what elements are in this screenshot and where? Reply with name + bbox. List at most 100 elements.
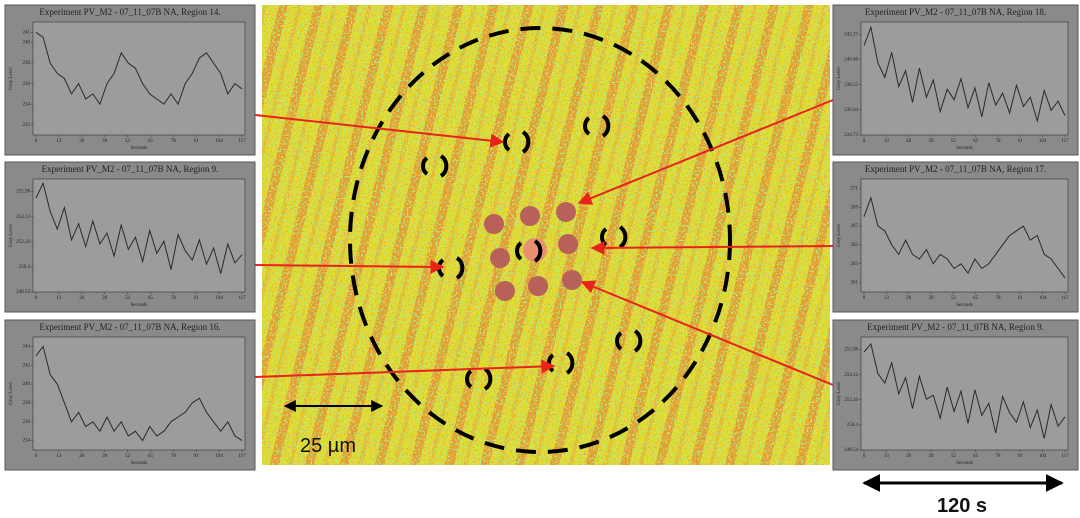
x-tick-label: 104 (215, 454, 223, 459)
x-axis-label: Seconds (131, 146, 148, 151)
y-tick-label: 271 (851, 187, 859, 192)
x-tick-label: 65 (148, 454, 154, 459)
time-label: 120 s (937, 495, 987, 517)
y-tick-label: 240 (23, 382, 31, 387)
y-tick-label: 236 (23, 82, 31, 87)
scale-label: 25 µm (300, 435, 356, 457)
x-tick-label: 104 (215, 139, 223, 144)
x-tick-label: 13 (884, 139, 890, 144)
x-tick-label: 117 (1061, 139, 1069, 144)
y-tick-label: 238 (23, 61, 31, 66)
x-tick-label: 13 (884, 296, 890, 301)
panel-title: Experiment PV_M2 - 07_11_07B NA, Region … (39, 7, 220, 17)
x-tick-label: 104 (215, 296, 223, 301)
y-tick-label: 250.4 (847, 423, 859, 428)
x-tick-label: 104 (1039, 139, 1047, 144)
y-tick-label: 269 (851, 205, 859, 210)
panel-title: Experiment PV_M2 - 07_11_07B NA, Region … (39, 322, 220, 332)
x-tick-label: 91 (194, 454, 200, 459)
y-tick-label: 248.54 (16, 290, 30, 295)
y-tick-label: 241 (23, 30, 31, 35)
y-tick-label: 252.26 (16, 240, 30, 245)
x-tick-label: 39 (929, 454, 935, 459)
line-chart-panel: Experiment PV_M2 - 07_11_07B NA, Region … (5, 320, 255, 470)
x-tick-label: 13 (56, 139, 62, 144)
x-axis-label: Seconds (956, 461, 973, 466)
x-tick-label: 65 (148, 139, 154, 144)
x-tick-label: 13 (884, 454, 890, 459)
x-tick-label: 26 (906, 454, 912, 459)
y-axis-label: Grey Level (9, 382, 14, 405)
y-tick-label: 254.12 (16, 215, 30, 220)
line-chart-panel: Experiment PV_M2 - 07_11_07B NA, Region … (833, 162, 1078, 312)
y-tick-label: 242.37 (844, 32, 858, 37)
y-tick-label: 244 (23, 345, 31, 350)
x-axis-label: Seconds (131, 303, 148, 308)
x-tick-label: 91 (194, 139, 200, 144)
y-tick-label: 267 (851, 224, 859, 229)
figure-canvas: 25 µm 120 s Experiment PV_M2 - 07_11_07B… (0, 0, 1080, 518)
x-tick-label: 26 (906, 296, 912, 301)
plot-area (861, 337, 1068, 450)
y-tick-label: 252.26 (844, 398, 858, 403)
x-tick-label: 78 (171, 454, 177, 459)
line-chart-panel: Experiment PV_M2 - 07_11_07B NA, Region … (5, 162, 255, 312)
x-tick-label: 78 (996, 454, 1002, 459)
y-tick-label: 240 (23, 41, 31, 46)
y-axis-label: Grey Level (837, 382, 842, 405)
x-tick-label: 78 (996, 296, 1002, 301)
plot-area (33, 179, 245, 292)
x-tick-label: 26 (79, 139, 85, 144)
micrograph: 25 µm (262, 5, 830, 465)
x-tick-label: 65 (973, 296, 979, 301)
x-tick-label: 39 (929, 296, 935, 301)
y-axis-label: Grey Level (9, 67, 14, 90)
x-tick-label: 65 (973, 139, 979, 144)
x-tick-label: 52 (125, 296, 131, 301)
y-tick-label: 242 (23, 363, 31, 368)
x-tick-label: 117 (238, 296, 246, 301)
line-chart-panel: Experiment PV_M2 - 07_11_07B NA, Region … (833, 320, 1078, 470)
y-tick-label: 255.98 (844, 348, 858, 353)
y-tick-label: 238 (23, 401, 31, 406)
y-tick-label: 265 (851, 243, 859, 248)
x-tick-label: 26 (906, 139, 912, 144)
x-axis-label: Seconds (131, 461, 148, 466)
x-tick-label: 52 (125, 454, 131, 459)
y-tick-label: 254.12 (844, 373, 858, 378)
line-chart-panel: Experiment PV_M2 - 07_11_07B NA, Region … (5, 5, 255, 155)
y-tick-label: 236 (23, 420, 31, 425)
y-tick-label: 263 (851, 262, 859, 267)
x-tick-label: 13 (56, 296, 62, 301)
line-chart-panel: Experiment PV_M2 - 07_11_07B NA, Region … (833, 5, 1078, 155)
y-axis-label: Grey Level (837, 224, 842, 247)
x-tick-label: 13 (56, 454, 62, 459)
y-tick-label: 232 (23, 123, 31, 128)
x-tick-label: 91 (1018, 296, 1024, 301)
x-tick-label: 91 (1018, 139, 1024, 144)
x-tick-label: 104 (1039, 296, 1047, 301)
x-tick-label: 52 (125, 139, 131, 144)
x-tick-label: 65 (148, 296, 154, 301)
x-tick-label: 117 (1061, 454, 1069, 459)
x-tick-label: 52 (951, 296, 957, 301)
y-tick-label: 234 (23, 102, 31, 107)
x-axis-label: Seconds (956, 303, 973, 308)
x-tick-label: 78 (996, 139, 1002, 144)
figure: 25 µm 120 s Experiment PV_M2 - 07_11_07B… (0, 0, 1080, 518)
x-tick-label: 39 (929, 139, 935, 144)
plot-area (33, 337, 245, 450)
x-tick-label: 117 (1061, 296, 1069, 301)
y-tick-label: 248.54 (844, 448, 858, 453)
y-tick-label: 255.98 (16, 190, 30, 195)
panel-title: Experiment PV_M2 - 07_11_07B NA, Region … (865, 7, 1046, 17)
x-tick-label: 104 (1039, 454, 1047, 459)
y-tick-label: 234.73 (844, 133, 858, 138)
y-tick-label: 250.4 (19, 265, 31, 270)
x-tick-label: 39 (102, 139, 108, 144)
x-tick-label: 39 (102, 454, 108, 459)
y-tick-label: 234 (23, 439, 31, 444)
y-tick-label: 238.55 (844, 83, 858, 88)
y-tick-label: 261 (851, 281, 859, 286)
spots (484, 202, 582, 301)
